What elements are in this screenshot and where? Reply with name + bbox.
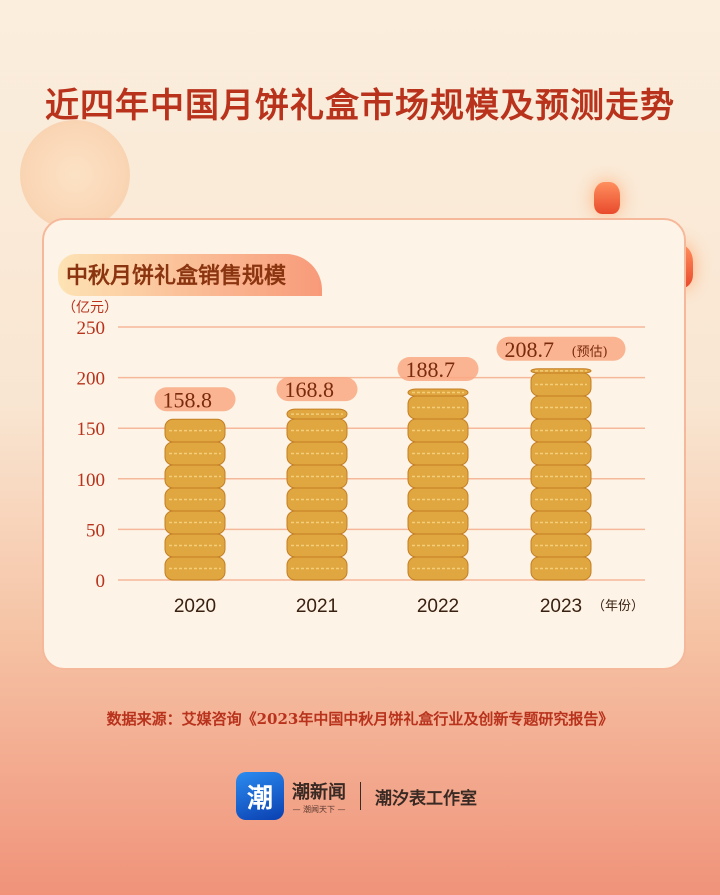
x-tick-label: 2020 <box>174 596 216 617</box>
x-tick-label: 2023 <box>540 596 582 617</box>
y-tick-label: 100 <box>77 470 106 491</box>
x-tick-label: 2022 <box>417 596 459 617</box>
chart-title: 中秋月饼礼盒销售规模 <box>58 254 323 296</box>
value-label-bg <box>496 336 626 361</box>
moon-decoration <box>20 120 130 230</box>
lantern-icon <box>594 182 620 214</box>
logo-char: 潮 <box>246 783 273 814</box>
data-source: 数据来源：艾媒咨询《2023年中国中秋月饼礼盒行业及创新专题研究报告》 <box>106 710 614 728</box>
divider <box>360 782 361 810</box>
x-tick-label: 2021 <box>296 596 338 617</box>
value-label: 158.8 <box>163 387 213 412</box>
value-label: 188.7 <box>406 357 456 382</box>
studio-name: 潮汐表工作室 <box>375 788 477 809</box>
value-label: 168.8 <box>285 377 335 402</box>
x-axis-unit: （年份） <box>592 599 644 614</box>
y-tick-label: 50 <box>86 520 105 541</box>
value-annotation: (预估) <box>572 345 608 360</box>
y-tick-label: 150 <box>77 419 106 440</box>
page-title: 近四年中国月饼礼盒市场规模及预测走势 <box>45 86 675 126</box>
y-tick-label: 250 <box>77 318 106 339</box>
footer: 潮 潮新闻 — 潮闻天下 — 潮汐表工作室 <box>236 772 477 820</box>
y-tick-label: 200 <box>77 369 106 390</box>
y-axis-unit: （亿元） <box>62 300 118 316</box>
brand-slogan: — 潮闻天下 — <box>292 804 346 814</box>
value-label: 208.7 <box>505 337 555 362</box>
value-label-bg <box>397 357 479 382</box>
value-label-bg <box>154 387 236 412</box>
news-logo: 潮 <box>236 772 284 820</box>
y-tick-label: 0 <box>96 571 106 592</box>
brand-name: 潮新闻 <box>292 781 346 803</box>
value-label-bg <box>276 377 358 402</box>
